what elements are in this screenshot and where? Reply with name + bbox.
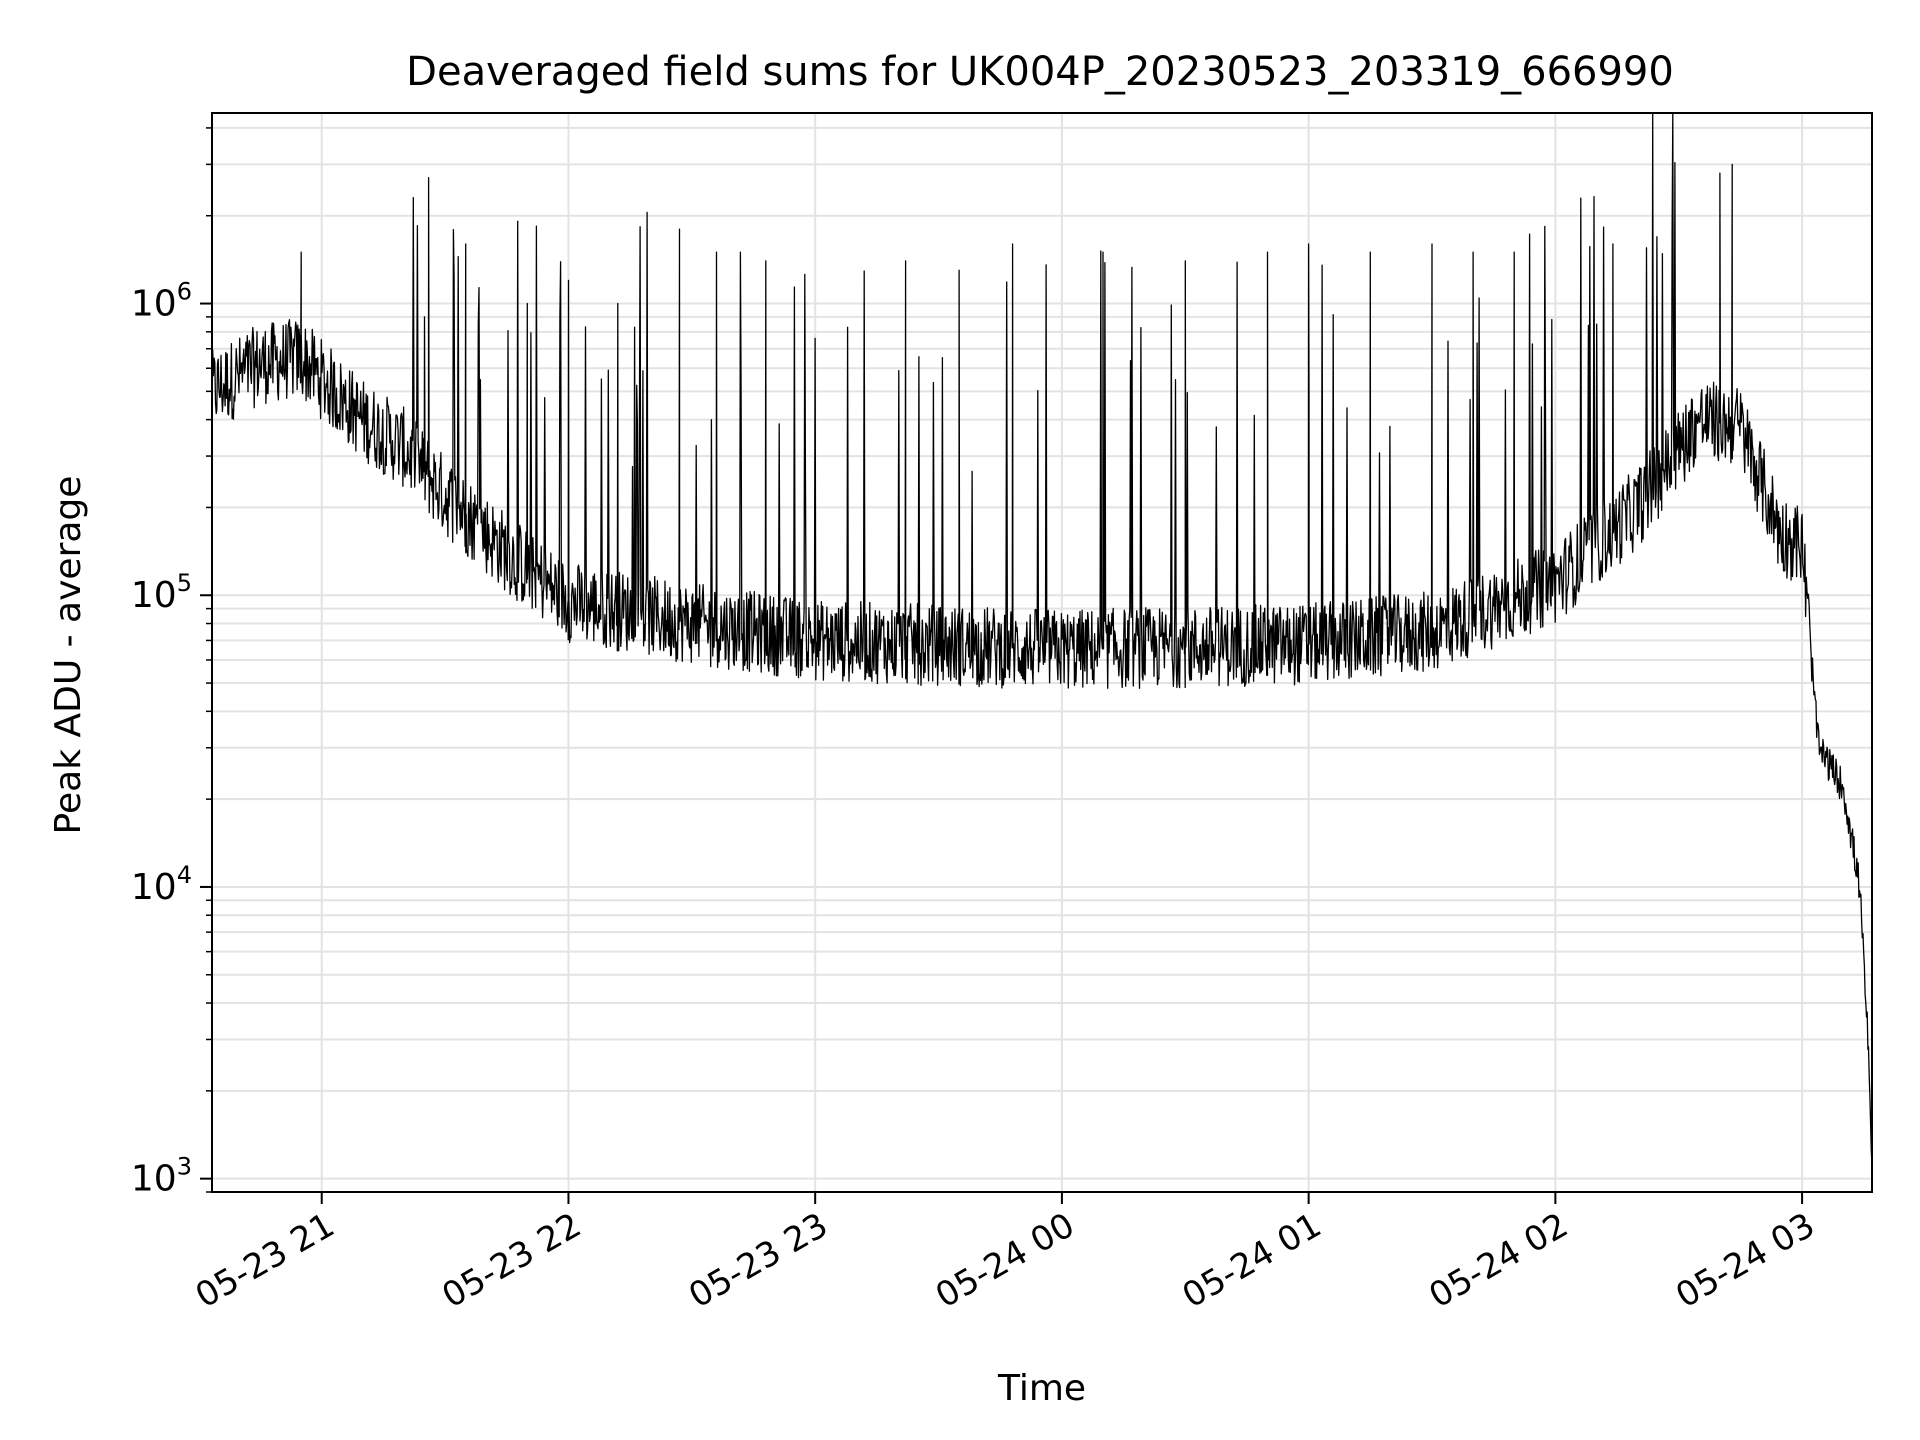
y-tick-label: 105 [131, 569, 192, 616]
y-axis-label: Peak ADU - average [48, 476, 89, 835]
y-tick-label: 106 [131, 278, 192, 325]
grid [212, 113, 1872, 1193]
series-line [211, 112, 1873, 1165]
x-tick-label: 05-23 22 [436, 1205, 588, 1316]
x-axis-label: Time [997, 1368, 1086, 1409]
x-axis: 05-23 21 05-23 22 05-23 23 05-24 00 05-24 01… [189, 1192, 1822, 1316]
series-layer [211, 112, 1873, 1165]
x-tick-label: 05-24 02 [1422, 1205, 1574, 1316]
y-tick-label: 104 [131, 861, 192, 908]
x-tick-label: 05-24 03 [1669, 1205, 1821, 1316]
plot-frame [211, 112, 1873, 1193]
chart-title: Deaveraged field sums for UK004P_2023052… [406, 49, 1674, 95]
x-tick-label: 05-24 00 [929, 1205, 1081, 1316]
y-axis: 103 104 105 106 [131, 127, 212, 1200]
x-tick-label: 05-23 23 [682, 1205, 834, 1316]
y-tick-label: 103 [131, 1153, 192, 1200]
x-tick-label: 05-23 21 [189, 1205, 341, 1316]
x-tick-label: 05-24 01 [1176, 1205, 1328, 1316]
